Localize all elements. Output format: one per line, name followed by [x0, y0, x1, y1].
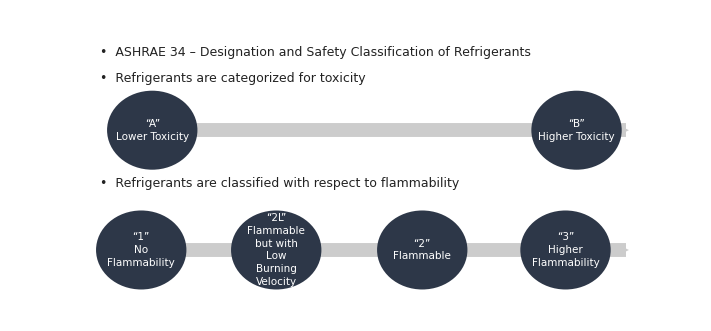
- Text: •  Refrigerants are categorized for toxicity: • Refrigerants are categorized for toxic…: [100, 71, 365, 85]
- Text: •  ASHRAE 34 – Designation and Safety Classification of Refrigerants: • ASHRAE 34 – Designation and Safety Cla…: [100, 46, 531, 59]
- Ellipse shape: [520, 211, 611, 290]
- Ellipse shape: [377, 211, 467, 290]
- Text: •  Refrigerants are classified with respect to flammability: • Refrigerants are classified with respe…: [100, 177, 459, 190]
- Ellipse shape: [96, 211, 186, 290]
- Ellipse shape: [531, 91, 621, 170]
- Text: “B”
Higher Toxicity: “B” Higher Toxicity: [538, 119, 615, 142]
- Text: “2”
Flammable: “2” Flammable: [393, 239, 451, 261]
- Ellipse shape: [107, 91, 198, 170]
- Text: “1”
No
Flammability: “1” No Flammability: [107, 232, 175, 268]
- Text: “2L”
Flammable
but with
Low
Burning
Velocity: “2L” Flammable but with Low Burning Velo…: [247, 213, 305, 287]
- Text: “A”
Lower Toxicity: “A” Lower Toxicity: [116, 119, 189, 142]
- Ellipse shape: [231, 211, 321, 290]
- Text: “3”
Higher
Flammability: “3” Higher Flammability: [532, 232, 599, 268]
